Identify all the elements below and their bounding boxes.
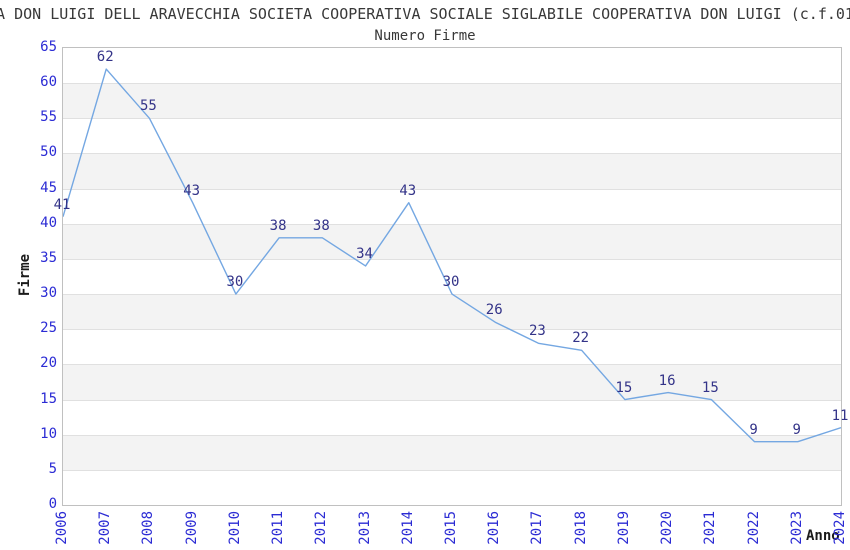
x-tick-label: 2011 <box>270 511 287 545</box>
x-tick-label: 2015 <box>443 511 459 545</box>
x-tick-label: 2006 <box>54 511 70 545</box>
data-point-label: 15 <box>615 379 633 396</box>
plot-band <box>63 469 841 505</box>
data-point-label: 26 <box>485 302 503 319</box>
gridline <box>63 223 841 225</box>
plot-band <box>63 118 841 154</box>
y-tick-label: 15 <box>40 390 57 407</box>
y-tick-label: 10 <box>40 425 57 442</box>
x-tick-label: 2021 <box>702 511 719 545</box>
data-point-label: 34 <box>356 245 373 262</box>
plot-band <box>63 294 841 330</box>
gridline <box>63 399 841 401</box>
data-point-label: 55 <box>140 98 157 115</box>
plot-band <box>63 258 841 295</box>
data-point-label: 62 <box>96 49 114 66</box>
plot-band <box>63 329 841 365</box>
data-point-label: 15 <box>701 379 719 396</box>
data-point-label: 16 <box>658 372 676 389</box>
data-point-label: 30 <box>226 274 244 291</box>
chart-subtitle: Numero Firme <box>374 28 476 44</box>
x-tick-label: 2023 <box>788 511 805 545</box>
plot-area <box>62 47 842 506</box>
x-tick-label: 2020 <box>659 511 676 545</box>
x-axis-title: Anno <box>806 528 840 544</box>
data-point-label: 38 <box>312 217 330 234</box>
y-tick-label: 20 <box>40 355 57 372</box>
x-tick-label: 2010 <box>226 511 243 545</box>
data-point-label: 30 <box>442 274 460 291</box>
x-tick-label: 2024 <box>832 511 848 545</box>
data-point-label: 41 <box>53 196 71 213</box>
gridline <box>63 469 841 471</box>
data-point-label: 9 <box>749 421 758 438</box>
data-point-label: 38 <box>269 217 287 234</box>
y-tick-label: 25 <box>40 320 57 337</box>
y-tick-label: 65 <box>40 39 57 55</box>
y-tick-label: 30 <box>40 285 57 302</box>
y-tick-label: 45 <box>40 179 57 196</box>
y-tick-label: 40 <box>40 214 57 231</box>
data-point-label: 43 <box>399 182 417 199</box>
plot-band <box>63 188 841 224</box>
x-tick-label: 2014 <box>399 511 416 545</box>
x-tick-label: 2009 <box>183 511 200 545</box>
line-series <box>63 68 841 443</box>
data-point-label: 23 <box>529 323 546 340</box>
gridline <box>63 434 841 436</box>
gridline <box>63 153 841 155</box>
y-tick-label: 0 <box>48 496 57 512</box>
data-point-label: 22 <box>572 330 590 347</box>
data-point-label: 43 <box>183 182 201 199</box>
gridline <box>63 188 841 190</box>
x-tick-label: 2019 <box>615 511 632 545</box>
gridline <box>63 329 841 331</box>
plot-band <box>63 399 841 435</box>
y-tick-label: 5 <box>48 460 57 477</box>
plot-band <box>63 434 841 470</box>
plot-band <box>63 48 841 84</box>
x-tick-label: 2008 <box>140 511 157 545</box>
gridline <box>63 364 841 366</box>
x-tick-label: 2017 <box>529 511 546 545</box>
y-tick-label: 50 <box>40 144 57 161</box>
plot-band <box>63 223 841 259</box>
y-tick-label: 35 <box>40 249 57 266</box>
data-point-label: 9 <box>792 421 801 438</box>
x-tick-label: 2022 <box>745 511 762 545</box>
y-tick-label: 55 <box>40 109 57 126</box>
gridline <box>63 83 841 85</box>
y-tick-label: 60 <box>40 74 57 91</box>
x-tick-label: 2007 <box>97 511 114 545</box>
gridline <box>63 118 841 120</box>
line-series-svg <box>63 68 841 443</box>
data-point-label: 11 <box>831 407 849 424</box>
gridline <box>63 258 841 260</box>
plot-band <box>63 83 841 119</box>
x-tick-label: 2018 <box>572 511 589 545</box>
x-tick-label: 2016 <box>486 511 503 545</box>
plot-band <box>63 364 841 400</box>
plot-band <box>63 153 841 189</box>
x-tick-label: 2013 <box>356 511 373 545</box>
chart-title: A DON LUIGI DELL ARAVECCHIA SOCIETA COOP… <box>0 5 850 23</box>
x-tick-label: 2012 <box>313 511 330 545</box>
